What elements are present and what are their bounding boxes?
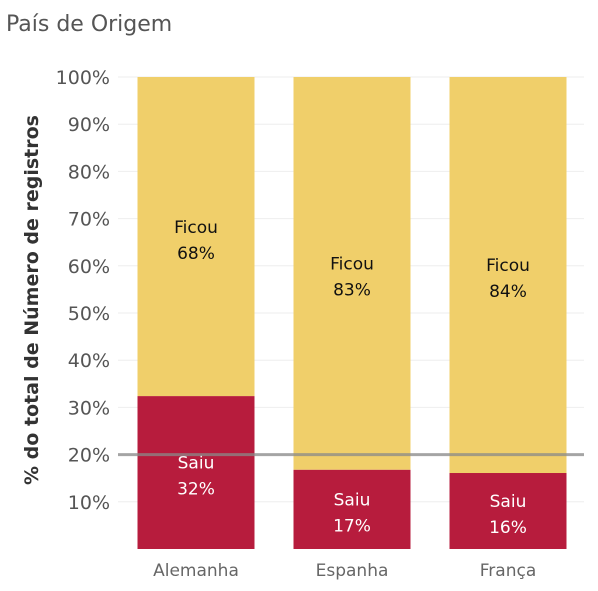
y-axis-label: % do total de Número de registros [21, 115, 43, 485]
y-tick-label-10: 10% [68, 492, 110, 514]
segment-label-saiu-espanha: Saiu 17% [333, 490, 371, 536]
segment-name-ficou-frança: Ficou [486, 256, 530, 276]
bar-ficou-alemanha [137, 77, 255, 397]
bar-saiu-espanha [293, 469, 411, 549]
x-axis-categories: Alemanha Espanha França [153, 561, 536, 581]
segment-value-saiu-alemanha: 32% [177, 480, 215, 500]
segment-value-ficou-espanha: 83% [333, 280, 371, 300]
bar-ficou-frança [449, 77, 567, 474]
y-tick-label-30: 30% [68, 397, 110, 419]
segment-labels: Saiu 32% Ficou 68% Saiu 17% Ficou 83% Saiu 16% Fic… [174, 218, 530, 538]
segment-label-ficou-frança: Ficou 84% [486, 256, 530, 302]
segment-label-ficou-alemanha: Ficou 68% [174, 218, 218, 264]
y-tick-label-70: 70% [68, 209, 110, 231]
x-category-espanha: Espanha [316, 561, 389, 581]
segment-name-saiu-alemanha: Saiu [178, 454, 215, 474]
y-tick-label-50: 50% [68, 303, 110, 325]
y-tick-label-80: 80% [68, 161, 110, 183]
y-tick-label-20: 20% [68, 445, 110, 467]
chart-title: País de Origem [6, 12, 173, 37]
y-tick-label-40: 40% [68, 350, 110, 372]
y-tick-label-90: 90% [68, 114, 110, 136]
segment-name-saiu-espanha: Saiu [334, 490, 371, 510]
y-tick-label-60: 60% [68, 256, 110, 278]
segment-value-saiu-frança: 16% [489, 518, 527, 538]
segment-label-saiu-frança: Saiu 16% [489, 492, 527, 538]
segment-label-saiu-alemanha: Saiu 32% [177, 454, 215, 500]
bar-saiu-alemanha [137, 396, 255, 549]
y-axis-ticks: 10% 20% 30% 40% 50% 60% 70% 80% 90% 100% [56, 67, 110, 514]
segment-value-saiu-espanha: 17% [333, 516, 371, 536]
y-tick-label-100: 100% [56, 67, 110, 89]
segment-name-ficou-espanha: Ficou [330, 254, 374, 274]
bar-saiu-frança [449, 473, 567, 549]
segment-label-ficou-espanha: Ficou 83% [330, 254, 374, 300]
bars [137, 77, 567, 549]
segment-name-ficou-alemanha: Ficou [174, 218, 218, 238]
segment-value-ficou-frança: 84% [489, 282, 527, 302]
bar-ficou-espanha [293, 77, 411, 470]
segment-value-ficou-alemanha: 68% [177, 244, 215, 264]
segment-name-saiu-frança: Saiu [490, 492, 527, 512]
x-category-alemanha: Alemanha [153, 561, 239, 581]
x-category-frança: França [480, 561, 537, 581]
